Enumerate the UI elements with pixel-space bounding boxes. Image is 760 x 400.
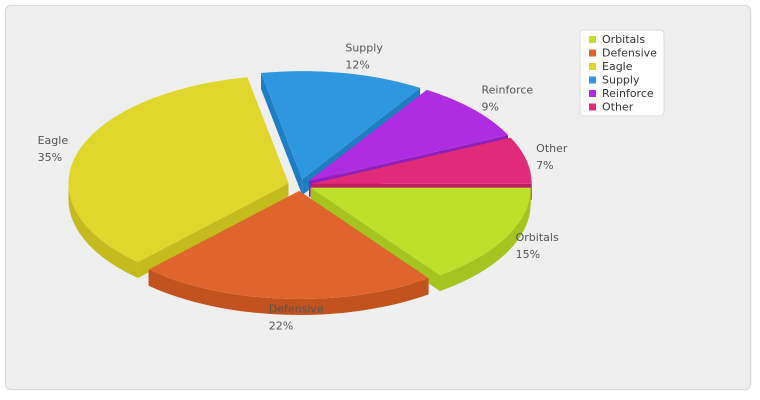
- legend-swatch-defensive: [589, 49, 596, 57]
- slice-orbitals: [310, 187, 531, 276]
- slice-value-orbitals: 15%: [516, 248, 540, 261]
- legend-swatch-reinforce: [589, 90, 596, 97]
- slice-value-other: 7%: [536, 159, 553, 172]
- slice-reinforce: [309, 89, 509, 182]
- legend-label-supply: Supply: [602, 74, 640, 87]
- slice-value-defensive: 22%: [269, 320, 293, 333]
- slice-label-other: Other: [536, 142, 568, 155]
- slice-defensive: [148, 190, 429, 299]
- slice-labels: Orbitals 15% Defensive 22% Eagle 35% Supply 12%…: [38, 41, 568, 332]
- legend-swatch-eagle: [589, 63, 596, 70]
- legend-label-reinforce: Reinforce: [602, 87, 654, 100]
- slice-eagle: [68, 77, 289, 263]
- legend-label-orbitals: Orbitals: [602, 33, 645, 46]
- slice-supply: [261, 71, 421, 180]
- slice-label-orbitals: Orbitals: [516, 231, 559, 244]
- slice-value-reinforce: 9%: [482, 101, 499, 114]
- slice-wall-orbitals: [440, 187, 531, 292]
- slice-label-defensive: Defensive: [269, 303, 324, 316]
- legend-label-defensive: Defensive: [602, 47, 657, 60]
- slice-wall-eagle: [68, 183, 138, 279]
- legend-swatch-supply: [589, 76, 596, 84]
- slice-edge-supply-0: [261, 73, 303, 196]
- slice-value-eagle: 35%: [38, 151, 62, 164]
- legend-box: [579, 29, 665, 117]
- legend-swatch-other: [589, 103, 596, 111]
- slice-value-supply: 12%: [345, 58, 369, 71]
- slice-label-supply: Supply: [345, 41, 383, 54]
- slice-other: [311, 137, 532, 184]
- pie-tops: [68, 71, 532, 299]
- legend-label-other: Other: [602, 101, 634, 114]
- legend: OrbitalsDefensiveEagleSupplyReinforceOth…: [579, 29, 665, 117]
- legend-swatch-orbitals: [589, 36, 596, 43]
- slice-wall-defensive: [148, 269, 429, 315]
- legend-label-eagle: Eagle: [602, 60, 633, 73]
- slice-label-reinforce: Reinforce: [482, 84, 534, 97]
- slice-edge-eagle-0: [137, 183, 289, 279]
- slice-label-eagle: Eagle: [38, 134, 69, 147]
